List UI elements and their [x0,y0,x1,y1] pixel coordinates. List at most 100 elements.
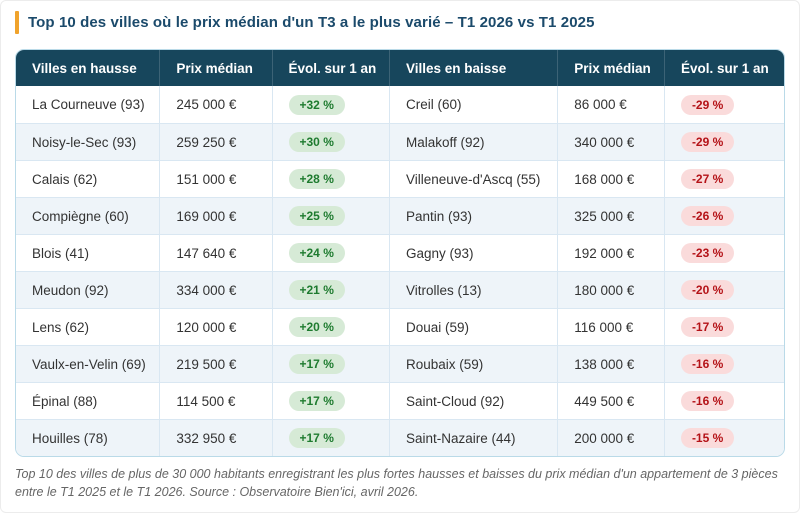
table-row: Calais (62) 151 000 € +28 % Villeneuve-d'As… [16,160,784,197]
price-up-cell: 114 500 € [160,382,273,419]
evol-up-cell: +20 % [272,308,390,345]
positive-evolution-badge: +21 % [288,280,345,300]
price-up-cell: 169 000 € [160,197,273,234]
negative-evolution-badge: -15 % [680,428,735,448]
city-up-cell: Noisy-le-Sec (93) [16,123,161,160]
positive-evolution-badge: +17 % [288,391,345,411]
city-up-cell: Houilles (78) [16,419,161,456]
evol-up-cell: +32 % [272,86,390,123]
page-title: Top 10 des villes où le prix médian d'un… [28,14,595,31]
table-row: Vaulx-en-Velin (69) 219 500 € +17 % Roubaix… [16,345,784,382]
top10-price-table: Villes en hausse Prix médian Évol. sur 1… [15,49,785,457]
city-down-cell: Pantin (93) [390,197,559,234]
price-up-cell: 147 640 € [160,234,273,271]
city-down-cell: Douai (59) [390,308,559,345]
table-row: La Courneuve (93) 245 000 € +32 % Creil (60… [16,86,784,123]
price-down-cell: 180 000 € [558,271,665,308]
table-row: Épinal (88) 114 500 € +17 % Saint-Cloud (92… [16,382,784,419]
evol-up-cell: +30 % [272,123,390,160]
city-down-cell: Saint-Nazaire (44) [390,419,559,456]
header-villes-en-hausse: Villes en hausse [16,50,161,86]
negative-evolution-badge: -16 % [680,391,735,411]
title-row: Top 10 des villes où le prix médian d'un… [15,11,785,34]
evol-up-cell: +24 % [272,234,390,271]
city-down-cell: Roubaix (59) [390,345,559,382]
header-evol-hausse: Évol. sur 1 an [272,50,390,86]
price-down-cell: 200 000 € [558,419,665,456]
evol-down-cell: -26 % [664,197,784,234]
negative-evolution-badge: -17 % [680,317,735,337]
negative-evolution-badge: -29 % [680,94,735,115]
evol-down-cell: -23 % [664,234,784,271]
price-down-cell: 86 000 € [558,86,665,123]
price-up-cell: 151 000 € [160,160,273,197]
city-up-cell: Compiègne (60) [16,197,161,234]
city-up-cell: Vaulx-en-Velin (69) [16,345,161,382]
negative-evolution-badge: -27 % [680,169,735,189]
evol-down-cell: -16 % [664,345,784,382]
price-down-cell: 340 000 € [558,123,665,160]
positive-evolution-badge: +24 % [288,243,345,263]
evol-down-cell: -17 % [664,308,784,345]
price-up-cell: 120 000 € [160,308,273,345]
positive-evolution-badge: +20 % [288,317,345,337]
positive-evolution-badge: +25 % [288,206,345,226]
negative-evolution-badge: -26 % [680,206,735,226]
header-prix-median-baisse: Prix médian [558,50,665,86]
city-up-cell: La Courneuve (93) [16,86,161,123]
price-up-cell: 259 250 € [160,123,273,160]
table-row: Blois (41) 147 640 € +24 % Gagny (93) 192 00… [16,234,784,271]
header-evol-baisse: Évol. sur 1 an [664,50,784,86]
city-down-cell: Creil (60) [390,86,559,123]
city-down-cell: Malakoff (92) [390,123,559,160]
city-down-cell: Gagny (93) [390,234,559,271]
negative-evolution-badge: -20 % [680,280,735,300]
header-villes-en-baisse: Villes en baisse [390,50,559,86]
positive-evolution-badge: +30 % [288,132,345,152]
table-row: Meudon (92) 334 000 € +21 % Vitrolles (13) 1… [16,271,784,308]
evol-down-cell: -15 % [664,419,784,456]
price-down-cell: 192 000 € [558,234,665,271]
city-up-cell: Calais (62) [16,160,161,197]
table-row: Houilles (78) 332 950 € +17 % Saint-Nazaire… [16,419,784,456]
price-up-cell: 334 000 € [160,271,273,308]
table-row: Compiègne (60) 169 000 € +25 % Pantin (93) 3… [16,197,784,234]
positive-evolution-badge: +32 % [288,94,345,115]
city-down-cell: Saint-Cloud (92) [390,382,559,419]
city-down-cell: Vitrolles (13) [390,271,559,308]
evol-up-cell: +17 % [272,382,390,419]
city-up-cell: Meudon (92) [16,271,161,308]
price-down-cell: 168 000 € [558,160,665,197]
evol-up-cell: +28 % [272,160,390,197]
price-up-cell: 332 950 € [160,419,273,456]
city-down-cell: Villeneuve-d'Ascq (55) [390,160,559,197]
evol-down-cell: -27 % [664,160,784,197]
table-row: Noisy-le-Sec (93) 259 250 € +30 % Malakoff … [16,123,784,160]
title-accent-bar [15,11,19,34]
evol-down-cell: -20 % [664,271,784,308]
evol-up-cell: +17 % [272,345,390,382]
negative-evolution-badge: -29 % [680,132,735,152]
evol-up-cell: +17 % [272,419,390,456]
negative-evolution-badge: -16 % [680,354,735,374]
header-prix-median-hausse: Prix médian [160,50,273,86]
evol-down-cell: -29 % [664,123,784,160]
price-down-cell: 325 000 € [558,197,665,234]
price-up-cell: 219 500 € [160,345,273,382]
price-down-cell: 138 000 € [558,345,665,382]
evol-up-cell: +21 % [272,271,390,308]
negative-evolution-badge: -23 % [680,243,735,263]
positive-evolution-badge: +17 % [288,428,345,448]
table-header-row: Villes en hausse Prix médian Évol. sur 1… [16,50,784,86]
city-up-cell: Lens (62) [16,308,161,345]
price-down-cell: 116 000 € [558,308,665,345]
positive-evolution-badge: +17 % [288,354,345,374]
table-header: Villes en hausse Prix médian Évol. sur 1… [16,50,784,86]
evol-down-cell: -29 % [664,86,784,123]
table-row: Lens (62) 120 000 € +20 % Douai (59) 116 000… [16,308,784,345]
source-caption: Top 10 des villes de plus de 30 000 habi… [15,467,778,499]
price-down-cell: 449 500 € [558,382,665,419]
evol-down-cell: -16 % [664,382,784,419]
city-up-cell: Blois (41) [16,234,161,271]
